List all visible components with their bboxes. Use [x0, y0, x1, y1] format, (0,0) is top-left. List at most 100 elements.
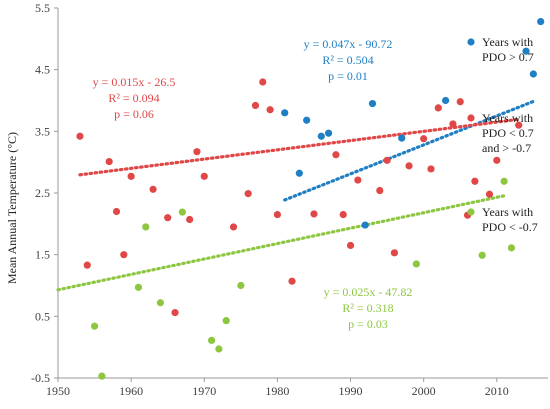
data-point-series-1: [259, 78, 267, 86]
trendline-series-0: [283, 99, 535, 202]
data-point-series-1: [127, 172, 135, 180]
regression-annotation-series-0: R² = 0.504: [322, 53, 373, 67]
data-point-series-2: [215, 345, 223, 353]
data-points: [76, 17, 545, 380]
data-point-series-1: [449, 120, 457, 128]
data-point-series-1: [149, 185, 157, 193]
legend-label-series-1: PDO < 0.7: [482, 126, 534, 140]
data-point-series-2: [178, 208, 186, 216]
data-point-series-1: [376, 186, 384, 195]
data-point-series-1: [288, 277, 296, 285]
data-point-series-1: [105, 157, 113, 166]
data-point-series-2: [156, 299, 164, 307]
trendline-series-2: [56, 194, 506, 292]
data-point-series-1: [420, 135, 428, 143]
data-point-series-1: [456, 98, 464, 106]
x-tick-label: 1980: [265, 384, 289, 398]
legend-label-series-0: Years with: [482, 35, 533, 49]
legend-marker-series-2: [467, 208, 475, 216]
x-tick-label: 1950: [46, 384, 70, 398]
data-point-series-1: [434, 104, 442, 112]
data-point-series-1: [346, 241, 355, 250]
regression-annotation-series-0: y = 0.047x - 90.72: [304, 37, 393, 51]
legend-label-series-1: Years with: [482, 111, 533, 125]
data-point-series-2: [478, 251, 486, 259]
regression-annotation-series-1: p = 0.06: [114, 107, 154, 121]
data-point-series-0: [537, 17, 545, 26]
regression-annotation-series-0: p = 0.01: [328, 69, 368, 83]
x-tick-label: 1970: [192, 384, 216, 398]
data-point-series-2: [237, 281, 245, 290]
data-point-series-1: [266, 106, 274, 114]
data-point-series-2: [222, 317, 230, 325]
data-point-series-1: [405, 162, 413, 170]
data-point-series-1: [485, 190, 494, 198]
data-point-series-1: [186, 215, 194, 224]
data-point-series-1: [390, 249, 399, 257]
data-point-series-0: [529, 70, 537, 78]
axes: 1950 1960 1970 1980 1990 2000 2010 -0.5 0.5 1.5 2.…: [31, 1, 548, 398]
data-point-series-0: [317, 132, 325, 140]
data-point-series-2: [412, 260, 420, 268]
x-tick-label: 1960: [119, 384, 143, 398]
data-point-series-0: [295, 169, 303, 177]
data-point-series-1: [193, 148, 201, 156]
data-point-series-1: [164, 214, 172, 222]
data-point-series-0: [398, 134, 406, 142]
y-tick-label: 4.5: [35, 63, 50, 77]
data-point-series-1: [493, 156, 501, 164]
y-tick-label: 3.5: [35, 124, 50, 138]
y-tick-label: 0.5: [35, 309, 50, 323]
legend-marker-series-0: [467, 38, 475, 46]
data-point-series-1: [83, 261, 91, 269]
y-axis-title: Mean Annual Temperature (°C): [5, 132, 19, 284]
legend-label-series-2: PDO < -0.7: [482, 220, 538, 234]
legend-label-series-2: Years with: [482, 205, 533, 219]
data-point-series-2: [142, 223, 150, 231]
data-point-series-1: [515, 121, 523, 129]
data-point-series-0: [281, 109, 289, 117]
data-point-series-1: [120, 251, 128, 259]
data-point-series-1: [76, 132, 84, 140]
data-point-series-1: [332, 151, 340, 159]
legend-label-series-1: and > -0.7: [482, 141, 531, 155]
data-point-series-1: [339, 210, 347, 219]
data-point-series-1: [273, 210, 282, 219]
regression-annotation-series-1: y = 0.015x - 26.5: [93, 75, 176, 89]
data-point-series-2: [500, 177, 508, 185]
data-point-series-2: [134, 283, 143, 291]
data-point-series-1: [383, 156, 391, 164]
data-point-series-2: [507, 244, 516, 252]
y-tick-label: 2.5: [35, 186, 50, 200]
data-point-series-1: [354, 176, 362, 184]
legend-marker-series-1: [467, 114, 475, 122]
data-point-series-2: [90, 322, 99, 330]
data-point-series-1: [427, 165, 435, 173]
data-point-series-0: [361, 221, 369, 229]
regression-annotation-series-1: R² = 0.094: [108, 91, 159, 105]
y-tick-label: 1.5: [35, 248, 50, 262]
data-point-series-0: [324, 129, 333, 137]
y-tick-label: 5.5: [35, 1, 50, 15]
regression-annotation-series-2: y = 0.025x - 47.82: [324, 285, 413, 299]
data-point-series-1: [171, 309, 179, 317]
data-point-series-1: [229, 223, 238, 231]
data-point-series-0: [368, 99, 377, 108]
y-tick-label: -0.5: [31, 371, 50, 385]
data-point-series-0: [303, 116, 311, 124]
data-point-series-1: [112, 207, 121, 216]
x-tick-label: 2010: [485, 384, 509, 398]
trendlines: [56, 99, 535, 292]
data-point-series-1: [244, 190, 252, 198]
data-point-series-2: [207, 336, 216, 344]
data-point-series-1: [310, 210, 318, 218]
data-point-series-1: [471, 177, 479, 185]
legend-label-series-0: PDO > 0.7: [482, 50, 534, 64]
trendline-series-1: [78, 117, 521, 177]
data-point-series-2: [98, 372, 106, 380]
regression-annotation-series-2: p = 0.03: [348, 317, 388, 331]
data-point-series-1: [251, 101, 260, 110]
